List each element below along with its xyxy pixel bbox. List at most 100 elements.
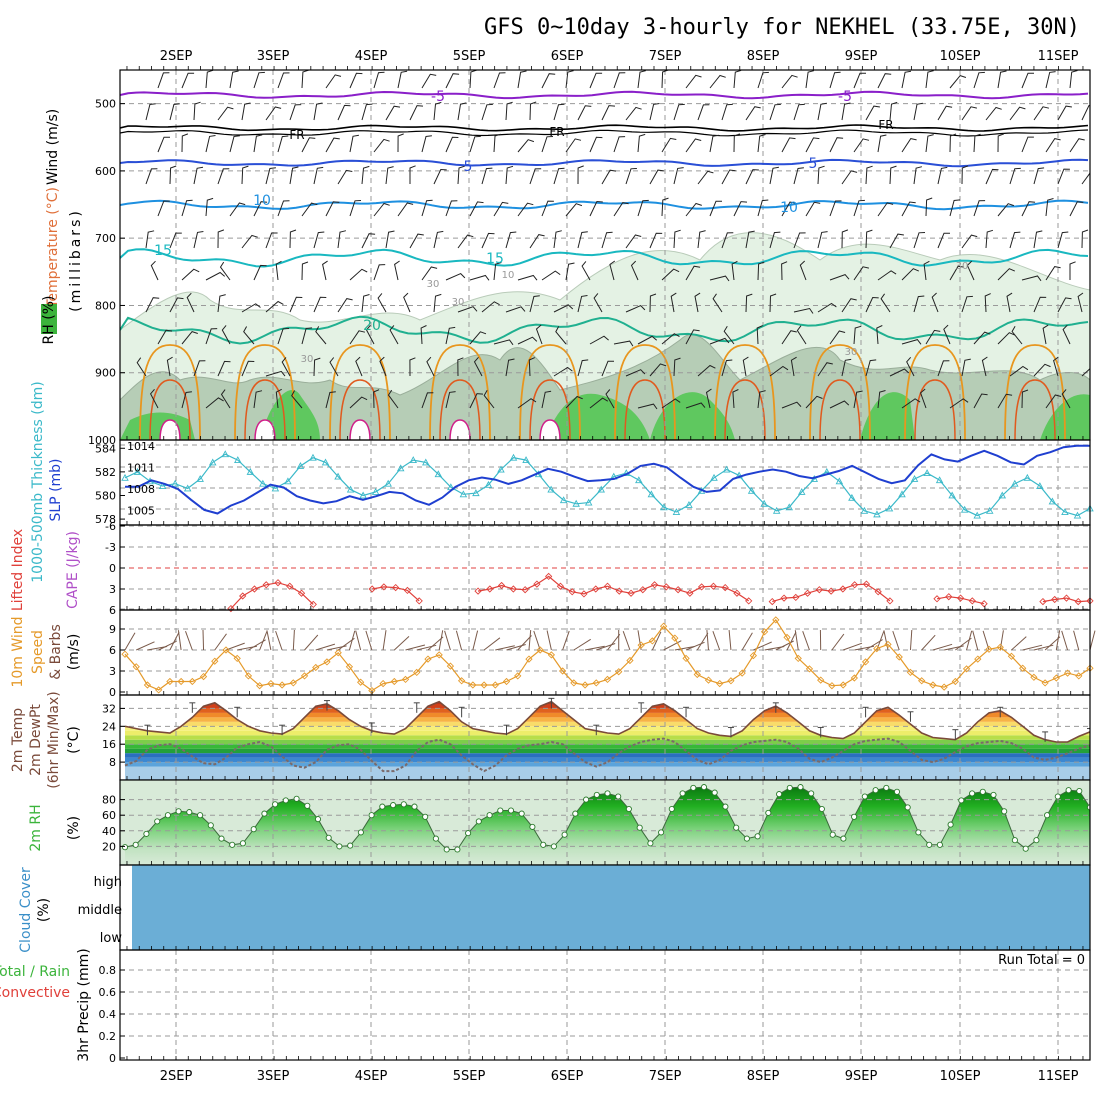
wind-barb — [1077, 292, 1084, 313]
temp-ylabel-b: 2m DewPt — [28, 704, 44, 776]
wind-barb — [389, 325, 399, 345]
pressure-axis: 500 600 700 800 900 1000 — [88, 98, 125, 447]
wind-barb — [973, 200, 986, 217]
wind-barb — [421, 199, 433, 217]
wind-speed-marker — [693, 670, 701, 679]
wind-barb — [793, 232, 806, 249]
thickness-marker — [1011, 479, 1019, 487]
rh-marker — [529, 823, 536, 830]
y-tick-label: 800 — [95, 299, 116, 312]
wind-barb — [313, 102, 323, 121]
wind-barb — [943, 324, 951, 345]
rh-marker — [593, 791, 600, 798]
cloud-cover-panel: high middle low Cloud Cover (%) — [18, 864, 1091, 953]
temp-ylabel-unit: (°C) — [66, 726, 82, 754]
wind-barb — [1033, 106, 1050, 121]
wind-barb — [217, 360, 231, 377]
wind-barb — [277, 135, 289, 153]
wind-barb — [1081, 368, 1090, 377]
temp-band — [125, 744, 1090, 749]
wind-barb — [829, 71, 841, 89]
lifted-index-marker — [827, 587, 835, 595]
wind-speed-marker — [278, 681, 286, 689]
wind-10m-barb — [607, 633, 621, 651]
wind-barb — [541, 390, 552, 409]
wind-speed-marker — [177, 677, 185, 686]
wind-speed-marker — [390, 677, 398, 686]
wind-10m-barb — [355, 630, 362, 651]
wind-barb — [493, 133, 501, 153]
isotherm-15 — [120, 248, 1089, 268]
wind-barb — [205, 70, 214, 89]
rh-marker — [443, 846, 450, 853]
wind-speed-marker — [199, 672, 208, 681]
wind-barb — [1021, 136, 1034, 153]
lifted-index-marker — [227, 604, 235, 613]
wind-barb — [385, 105, 401, 121]
wind-barb — [997, 393, 1013, 409]
rh-marker — [518, 810, 525, 817]
top-date-label: 7SEP — [649, 49, 682, 64]
temp-minmax-ticks — [144, 697, 1090, 742]
wind-barb — [649, 363, 667, 377]
wind-barb — [253, 390, 263, 409]
cape-ylabel: CAPE (J/kg) — [65, 531, 81, 609]
lifted-index-marker — [886, 597, 894, 605]
wind-barb — [876, 325, 883, 345]
wind-speed-marker — [1019, 664, 1027, 672]
wind-barb — [973, 71, 985, 89]
wind-barb — [373, 264, 386, 281]
rh-marker — [572, 810, 579, 817]
rh-2m-panel: 80 60 40 20 2m RH (%) — [28, 779, 1091, 866]
wind-speed-marker — [850, 674, 858, 682]
bottom-date-label: 10SEP — [940, 1069, 981, 1084]
rh-marker — [475, 818, 482, 825]
wind-barb — [625, 168, 637, 185]
wind-barb — [721, 359, 733, 377]
wind-barb — [535, 324, 543, 345]
wind-barb — [709, 275, 730, 282]
thickness-marker — [960, 505, 969, 513]
rh-marker — [175, 808, 182, 815]
wind-barb — [481, 167, 493, 185]
isotherm-label: 15 — [154, 243, 172, 259]
wind-speed-marker — [300, 672, 309, 680]
y-tick-label: 0.8 — [99, 964, 117, 977]
wind-barb — [705, 388, 712, 409]
wind-barb — [181, 391, 192, 409]
wind-barb — [661, 268, 680, 281]
y-tick-label: 20 — [102, 840, 116, 853]
wind-barb — [469, 274, 490, 281]
wind-speed-marker — [760, 628, 769, 636]
cloud-ylabel: Cloud Cover — [18, 867, 34, 953]
bottom-date-label: 7SEP — [649, 1069, 682, 1084]
y-tick-label: 16 — [102, 738, 116, 751]
wind-barb — [253, 71, 265, 89]
wind-barb — [1045, 71, 1056, 89]
rh-marker — [400, 801, 407, 808]
wind-barb — [790, 356, 797, 377]
wind-10m-barb — [999, 630, 1004, 651]
wind-barb — [589, 72, 603, 89]
rh-marker — [336, 843, 343, 850]
wind-barb — [865, 105, 880, 121]
wind-ylabel-b: Speed — [30, 630, 46, 674]
wind-speed-marker — [940, 683, 948, 691]
rh-marker — [936, 841, 943, 848]
wind-speed-marker — [435, 651, 443, 659]
lifted-index-marker — [639, 586, 647, 594]
wind-barb — [997, 70, 1007, 89]
isotherm-label: 10 — [502, 270, 515, 281]
wind-barb — [609, 260, 616, 281]
wind-barb — [361, 103, 373, 121]
top-date-label: 3SEP — [257, 49, 290, 64]
wind-barb — [325, 391, 336, 409]
top-date-label: 6SEP — [551, 49, 584, 64]
wind-barb — [889, 233, 904, 249]
rh-marker — [261, 810, 268, 817]
wind-speed-marker — [121, 650, 129, 658]
wind-barb — [421, 392, 434, 409]
wind-barb — [517, 70, 527, 89]
slp-tick-label: 1008 — [127, 483, 155, 496]
wind-10m-barb — [696, 632, 709, 651]
